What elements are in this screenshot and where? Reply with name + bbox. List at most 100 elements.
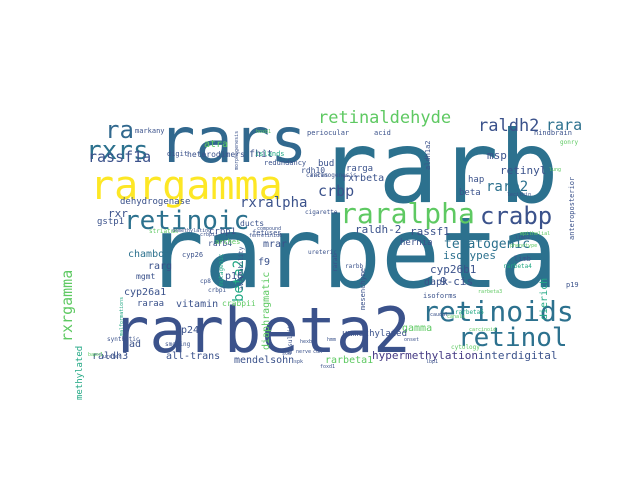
- cloud-word: gonry: [560, 139, 579, 146]
- cloud-word: cyp26: [182, 251, 204, 259]
- cloud-word: bisulfite: [287, 321, 294, 354]
- cloud-word: limb2: [515, 235, 531, 241]
- cloud-word: msp: [487, 149, 507, 162]
- cloud-word: isotypes: [443, 249, 496, 262]
- cloud-word: heterodimers: [187, 150, 245, 159]
- cloud-word: lung: [549, 167, 562, 173]
- cloud-word: periocular: [307, 129, 350, 137]
- cloud-word: rarab: [332, 253, 339, 272]
- cloud-word: p19: [566, 281, 579, 289]
- cloud-word: dehydrogenase: [120, 197, 191, 207]
- cloud-word: crbpi: [208, 287, 227, 294]
- cloud-word: nerve: [296, 349, 312, 355]
- cloud-word: mendelsohn: [234, 355, 295, 366]
- cloud-word: striatum: [149, 228, 178, 235]
- cloud-word: diaphragmatic: [261, 271, 272, 350]
- cloud-word: ra: [105, 116, 134, 144]
- cloud-word: crbpii: [200, 232, 219, 238]
- cloud-word: crabp: [480, 202, 553, 230]
- cloud-word: crabpii: [222, 299, 256, 308]
- cloud-word: rxrbeta: [342, 173, 385, 184]
- cloud-word: cytology: [451, 344, 480, 351]
- cloud-word: retinoids: [422, 295, 574, 328]
- cloud-word: mrar: [263, 239, 288, 250]
- cloud-word: rxr: [108, 207, 128, 220]
- cloud-word: hernia: [400, 238, 433, 248]
- cloud-word: arches: [215, 238, 241, 246]
- cloud-word: lbp1: [426, 359, 439, 365]
- cloud-word: rxrgamma: [58, 269, 76, 342]
- cloud-word: rares: [310, 172, 329, 179]
- cloud-word: rarga: [346, 164, 374, 174]
- cloud-word: retinyl: [500, 164, 547, 177]
- cloud-word: redundancy: [264, 159, 307, 167]
- cloud-word: beta: [459, 188, 481, 198]
- cloud-word: isoforms: [423, 292, 457, 300]
- cloud-word: rarb4: [208, 239, 233, 248]
- cloud-word: methylated: [75, 345, 85, 400]
- cloud-word: raraa: [137, 299, 165, 309]
- cloud-word: rarb2: [486, 179, 529, 195]
- cloud-word: ureteric: [308, 249, 337, 256]
- cloud-word: rarbeta4: [503, 263, 532, 270]
- cloud-word: chambon: [128, 249, 171, 260]
- cloud-word: foxd1: [320, 364, 336, 370]
- cloud-word: hypermethylation: [372, 349, 478, 362]
- cloud-word: markany: [135, 127, 165, 135]
- cloud-word: mesenchyme: [359, 267, 367, 310]
- cloud-word: vitamin: [176, 299, 219, 310]
- cloud-word: fenretinide: [249, 233, 283, 239]
- cloud-word: unmethylated: [342, 329, 408, 339]
- cloud-word: rarbeta1: [325, 355, 374, 366]
- cloud-word: cigarette: [305, 209, 338, 216]
- cloud-word: demethylating: [172, 228, 212, 234]
- cloud-word: 9-cis: [440, 275, 474, 288]
- cloud-word: gamma: [402, 323, 433, 334]
- cloud-word: teratogenic: [444, 237, 531, 252]
- cloud-word: rars: [158, 104, 308, 177]
- cloud-word: acid: [374, 129, 391, 137]
- cloud-word: islands: [255, 150, 285, 158]
- cloud-word: hexb: [300, 339, 313, 345]
- cloud-word: rarbeta2: [112, 294, 411, 367]
- cloud-word: bapx1: [88, 352, 104, 358]
- cloud-word: retinoic: [124, 206, 250, 236]
- cloud-word: cp8: [200, 278, 211, 285]
- cloud-word: onset: [404, 337, 420, 343]
- cloud-word: limb: [514, 255, 531, 263]
- cloud-word: epithelial: [520, 231, 551, 237]
- cloud-word: scd: [282, 351, 292, 357]
- cloud-word: hmm: [327, 337, 337, 343]
- cloud-word: morphogenesis: [234, 130, 240, 170]
- cloud-word: lecithin: [507, 192, 532, 198]
- cloud-word: ducts: [240, 219, 265, 228]
- cloud-word: 3p24: [175, 325, 200, 336]
- cloud-word: mutagenic: [218, 253, 225, 286]
- cloud-word: rxralpha: [240, 195, 308, 211]
- cloud-word: gstp1: [97, 217, 125, 227]
- cloud-word: raldh-2: [355, 223, 402, 236]
- cloud-word: all-trans: [166, 351, 221, 362]
- cloud-word: canals: [447, 314, 466, 320]
- cloud-word: availability: [238, 246, 245, 290]
- cloud-word: atra: [204, 139, 229, 150]
- cloud-word: rarb: [318, 109, 559, 226]
- cloud-word: spk: [294, 359, 304, 365]
- cloud-word: synthetic: [107, 336, 140, 343]
- cloud-word: hap: [468, 175, 485, 185]
- cloud-word: digit: [167, 150, 189, 158]
- cloud-word: anteroposterior: [568, 176, 576, 240]
- cloud-word: cyp26b1: [430, 263, 477, 276]
- cloud-word: f9: [258, 257, 271, 268]
- cloud-word: rdh10: [301, 166, 326, 175]
- cloud-word: rarbeta: [145, 197, 559, 311]
- cloud-word: raralpha: [340, 197, 475, 230]
- cloud-word: fetuses: [252, 229, 282, 237]
- cloud-word: fhit: [249, 149, 274, 160]
- cloud-word: rara: [546, 116, 583, 134]
- cloud-word: rarbb: [345, 263, 364, 270]
- cloud-word: phenotype: [510, 243, 538, 249]
- cloud-word: hoxb1: [256, 129, 272, 135]
- cloud-word: carcinoid: [469, 327, 497, 333]
